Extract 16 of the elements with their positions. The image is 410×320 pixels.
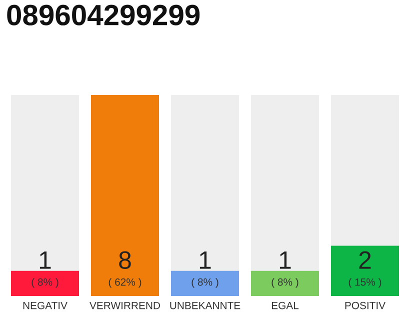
data-label: 8 xyxy=(119,251,131,269)
annotation: ( 62% ) xyxy=(108,278,142,288)
data-label: 1 xyxy=(40,252,51,269)
x-tick-label: EGAL xyxy=(272,302,299,310)
x-tick-label: NEGATIV xyxy=(23,302,68,310)
annotation: ( 8% ) xyxy=(192,278,218,288)
x-tick-label: VERWIRREND xyxy=(90,302,160,310)
data-label: 1 xyxy=(280,252,291,269)
x-tick-label: POSITIV xyxy=(345,302,386,310)
x-tick-label: UNBEKANNTE xyxy=(170,302,240,310)
annotation: ( 8% ) xyxy=(32,278,58,288)
data-label: 1 xyxy=(200,252,211,269)
annotation: ( 8% ) xyxy=(272,278,298,288)
annotation: ( 15% ) xyxy=(348,278,382,288)
data-label: 2 xyxy=(359,251,371,269)
chart-title: 089604299299 xyxy=(7,4,200,26)
